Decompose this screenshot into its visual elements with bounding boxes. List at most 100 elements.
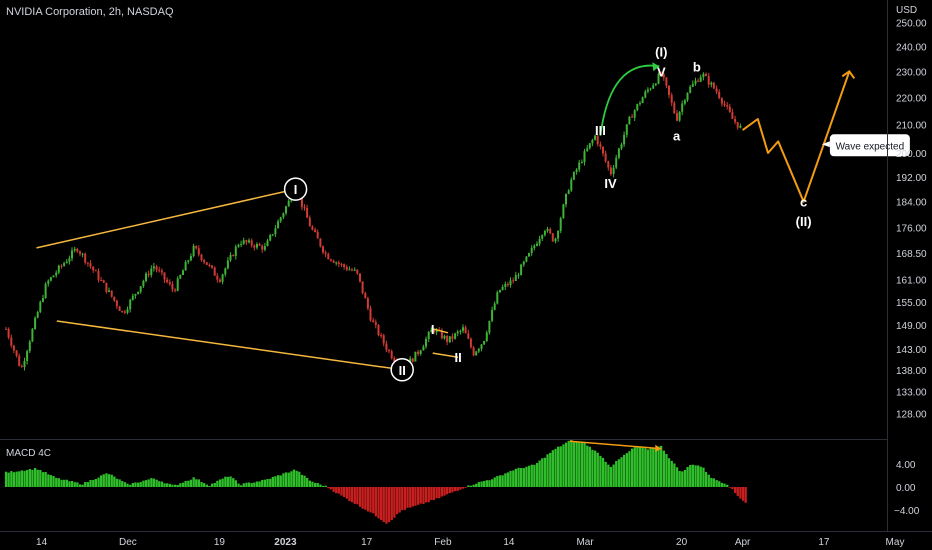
macd-bar	[377, 487, 380, 519]
candle-body	[694, 80, 697, 84]
macd-bar	[44, 472, 47, 487]
candle-body	[110, 290, 113, 297]
macd-bar	[485, 480, 488, 487]
macd-bar	[667, 458, 671, 487]
macd-bar	[263, 479, 267, 487]
macd-bar	[628, 451, 631, 487]
annotation-pointer	[821, 141, 830, 148]
macd-bar	[409, 487, 412, 508]
time-tick-label: 2023	[274, 537, 297, 548]
macd-bar	[538, 460, 541, 487]
macd-bar	[456, 487, 459, 491]
candle-body	[652, 85, 655, 89]
candle-body	[163, 272, 166, 280]
wave-label-circle	[283, 177, 308, 201]
candle-body	[417, 351, 420, 354]
macd-bar	[591, 449, 594, 487]
macd-bar	[216, 480, 219, 487]
macd-bar	[41, 472, 45, 487]
candle-body	[47, 280, 50, 284]
candle-body	[710, 82, 713, 85]
projection-layer: Wave expected	[599, 62, 910, 203]
candle-body	[654, 83, 657, 86]
macd-bar	[78, 484, 82, 487]
candle-body	[81, 253, 84, 255]
macd-bar	[350, 487, 354, 503]
candle-body	[142, 281, 145, 287]
macd-bar	[567, 440, 570, 487]
macd-bar	[739, 487, 742, 499]
macd-bar	[55, 477, 58, 487]
candle-body	[290, 200, 293, 202]
macd-bar	[218, 479, 222, 487]
candle-body	[427, 332, 430, 339]
wave-arrow	[599, 64, 660, 136]
candle-body	[646, 89, 649, 92]
macd-bar	[152, 478, 156, 487]
macd-bar	[319, 484, 322, 487]
price-tick-label: 138.00	[896, 366, 927, 377]
candle-body	[734, 118, 737, 123]
macd-bar	[97, 477, 100, 487]
macd-bar	[551, 450, 554, 487]
candle-body	[419, 350, 422, 354]
macd-bar	[52, 476, 55, 487]
macd-title: MACD 4C	[6, 448, 51, 459]
macd-bar	[390, 487, 393, 521]
macd-bar	[699, 466, 702, 487]
candle-body	[261, 245, 264, 250]
macd-bar	[501, 475, 504, 487]
macd-bar	[174, 484, 177, 487]
macd-bar	[525, 466, 528, 487]
macd-bar	[306, 478, 309, 487]
macd-bar	[92, 480, 95, 487]
candle-body	[559, 218, 562, 231]
macd-bar	[557, 446, 560, 487]
macd-bar	[134, 482, 137, 487]
macd-bar	[126, 483, 129, 487]
macd-bar	[506, 472, 510, 487]
candle-body	[208, 264, 211, 266]
candle-body	[166, 279, 169, 283]
candle-body	[303, 207, 306, 209]
candle-body	[702, 73, 705, 77]
candle-body	[113, 296, 116, 301]
candle-body	[456, 331, 459, 334]
candle-body	[382, 335, 385, 344]
macd-bar	[197, 479, 200, 487]
candle-body	[528, 253, 530, 257]
candle-body	[636, 104, 639, 111]
macd-bar	[345, 487, 348, 499]
wave-label: I	[294, 182, 298, 197]
candle-body	[462, 327, 464, 331]
macd-bar	[654, 448, 657, 487]
macd-bar	[517, 467, 520, 487]
candle-body	[68, 258, 71, 262]
macd-bar	[49, 475, 53, 487]
macd-bar	[374, 487, 377, 517]
macd-bar	[166, 483, 169, 487]
macd-bar	[414, 487, 417, 506]
candle-body	[604, 153, 607, 162]
macd-bar	[160, 481, 164, 487]
macd-bar	[393, 487, 396, 518]
candle-body	[108, 290, 110, 292]
macd-bar	[615, 461, 618, 487]
candle-body	[594, 135, 597, 140]
candle-body	[512, 280, 515, 282]
candle-body	[211, 265, 213, 268]
macd-tick-label: −4.00	[894, 506, 920, 517]
candle-body	[570, 179, 573, 191]
candle-body	[205, 262, 208, 265]
macd-bar	[512, 470, 515, 487]
candle-body	[348, 269, 351, 271]
candle-body	[491, 309, 494, 321]
candle-body	[129, 299, 132, 310]
macd-bar	[176, 485, 179, 487]
candle-body	[213, 267, 216, 276]
macd-bar	[644, 448, 647, 487]
macd-bar	[657, 446, 660, 487]
macd-bar	[253, 482, 256, 487]
